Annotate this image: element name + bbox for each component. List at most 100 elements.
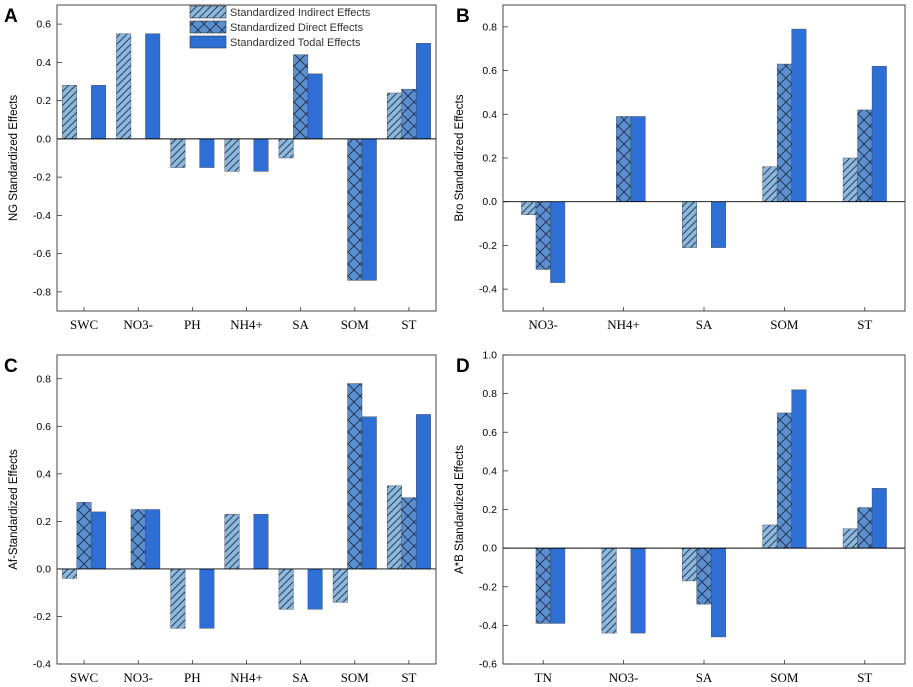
y-tick-label: -0.8 — [33, 286, 51, 298]
x-tick-label: PH — [184, 317, 201, 332]
legend-item-total: Standardized Todal Effects — [189, 35, 361, 49]
y-tick-label: 0.6 — [36, 19, 51, 31]
bar-indirect-no3-hatch — [521, 201, 536, 215]
bar-indirect-ph-hatch — [170, 138, 186, 168]
x-tick-label: SOM — [770, 670, 799, 685]
bar-total-st — [871, 488, 887, 549]
panel-a-chart: A -0.8 -0.6 -0.4 -0.2 0.0 0.2 0.4 0.6 NG Standard… — [4, 4, 437, 332]
plot-frame — [56, 354, 437, 665]
x-tick-label: SA — [292, 670, 309, 685]
y-tick-label: -0.6 — [479, 659, 497, 671]
legend-swatch-total — [189, 35, 227, 49]
x-tick-label: NO3- — [123, 317, 153, 332]
y-tick-label: 0.0 — [482, 196, 497, 208]
legend-label-total: Standardized Todal Effects — [230, 37, 361, 49]
y-tick-label: 0.8 — [482, 388, 497, 400]
bar-total-sa — [307, 568, 323, 610]
bar-direct-sa-hatch — [696, 548, 712, 605]
y-tick-label: 1.0 — [482, 350, 497, 362]
bar-total-sa — [307, 73, 323, 140]
bar-indirect-st-hatch — [387, 92, 402, 139]
x-tick-label: PH — [184, 670, 201, 685]
y-tick-label: 0.2 — [482, 504, 497, 516]
y-tick-label: -0.4 — [479, 284, 497, 296]
x-tick-label: SA — [696, 670, 713, 685]
bar-indirect-sa-hatch — [682, 548, 697, 581]
y-tick-label: 0.0 — [36, 133, 51, 145]
y-tick-label: 0.6 — [482, 65, 497, 77]
legend-swatch-indirect-hatch — [190, 6, 226, 18]
y-tick-label: 0.4 — [36, 57, 51, 69]
y-tick-label: 0.2 — [36, 95, 51, 107]
panel-b-chart: B -0.4 -0.2 0.0 0.2 0.4 0.6 0.8 Bro Standardized… — [454, 4, 906, 332]
bar-total-nh4 — [253, 138, 269, 172]
y-tick-label: 0.0 — [482, 543, 497, 555]
bar-direct-no3-hatch — [535, 201, 551, 270]
bar-indirect-sa-hatch — [278, 568, 294, 610]
bar-direct-som-hatch — [777, 412, 792, 549]
y-axis-label: Af-Standardized Effects — [8, 449, 20, 570]
bar-total-st — [415, 414, 431, 570]
bar-indirect-swc-hatch — [62, 85, 77, 139]
y-tick-label: -0.4 — [479, 620, 497, 632]
y-tick-label: -0.6 — [33, 248, 51, 260]
panel-letter: C — [4, 356, 18, 377]
x-tick-label: ST — [857, 317, 872, 332]
y-tick-label: -0.4 — [33, 210, 51, 222]
y-tick-label: 0.2 — [482, 153, 497, 165]
bar-direct-som-hatch — [777, 64, 792, 202]
bar-direct-st-hatch — [401, 497, 417, 569]
y-tick-label: 0.2 — [36, 516, 51, 528]
plot-frame — [502, 4, 906, 312]
legend-label-indirect: Standardized Indirect Effects — [230, 7, 371, 19]
bar-direct-st-hatch — [401, 89, 417, 139]
bar-total-swc — [91, 85, 107, 140]
x-tick-label: NH4+ — [230, 317, 263, 332]
panel-letter: A — [4, 6, 18, 27]
x-tick-label: SOM — [770, 317, 799, 332]
y-tick-label: 0.6 — [36, 421, 51, 433]
panel-c-chart: C -0.4 -0.2 0.0 0.2 0.4 0.6 0.8 Af-Standardized … — [4, 354, 437, 685]
x-tick-label: TN — [535, 670, 553, 685]
bar-total-sa — [711, 547, 726, 638]
bar-total-som — [791, 389, 807, 549]
bar-total-no3 — [145, 33, 161, 140]
y-tick-label: -0.2 — [33, 611, 51, 623]
y-tick-label: 0.6 — [482, 427, 497, 439]
bar-indirect-no3-hatch — [601, 548, 617, 634]
bar-total-no3 — [630, 547, 646, 634]
y-tick-label: 0.4 — [482, 465, 497, 477]
y-tick-label: -0.2 — [479, 240, 497, 252]
bar-total-swc — [91, 511, 107, 570]
bar-direct-som-hatch — [347, 383, 363, 569]
x-tick-label: ST — [401, 317, 416, 332]
y-tick-label: 0.4 — [482, 109, 497, 121]
x-tick-label: SA — [696, 317, 713, 332]
bar-total-tn — [550, 547, 566, 624]
y-tick-label: -0.2 — [33, 172, 51, 184]
bar-direct-st-hatch — [857, 507, 873, 549]
bar-total-st — [871, 65, 887, 202]
y-axis-label: NG Standardized Effects — [8, 95, 20, 222]
bar-direct-st-hatch — [857, 109, 873, 202]
bar-direct-nh4-hatch — [616, 116, 631, 202]
x-tick-label: NO3- — [609, 670, 639, 685]
bar-indirect-st-hatch — [843, 528, 858, 549]
x-tick-label: NH4+ — [230, 670, 263, 685]
bar-total-nh4 — [630, 116, 646, 202]
y-axis-label: Bro Standardized Effects — [454, 94, 466, 221]
bar-indirect-nh4-hatch — [224, 138, 240, 172]
panel-letter: B — [456, 6, 470, 27]
bar-total-ph — [199, 568, 215, 629]
legend-item-direct: Standardized Direct Effects — [189, 20, 364, 34]
bar-total-sa — [711, 201, 726, 248]
legend: Standardized Indirect Effects Standardiz… — [189, 5, 371, 49]
panel-letter: D — [456, 356, 470, 377]
bar-total-no3 — [550, 201, 566, 283]
y-axis-label: A*B Standardized Effects — [454, 445, 466, 574]
bar-direct-tn-hatch — [535, 548, 551, 624]
bar-total-som — [361, 416, 377, 570]
bar-indirect-som-hatch — [333, 568, 348, 603]
x-tick-label: NO3- — [123, 670, 153, 685]
